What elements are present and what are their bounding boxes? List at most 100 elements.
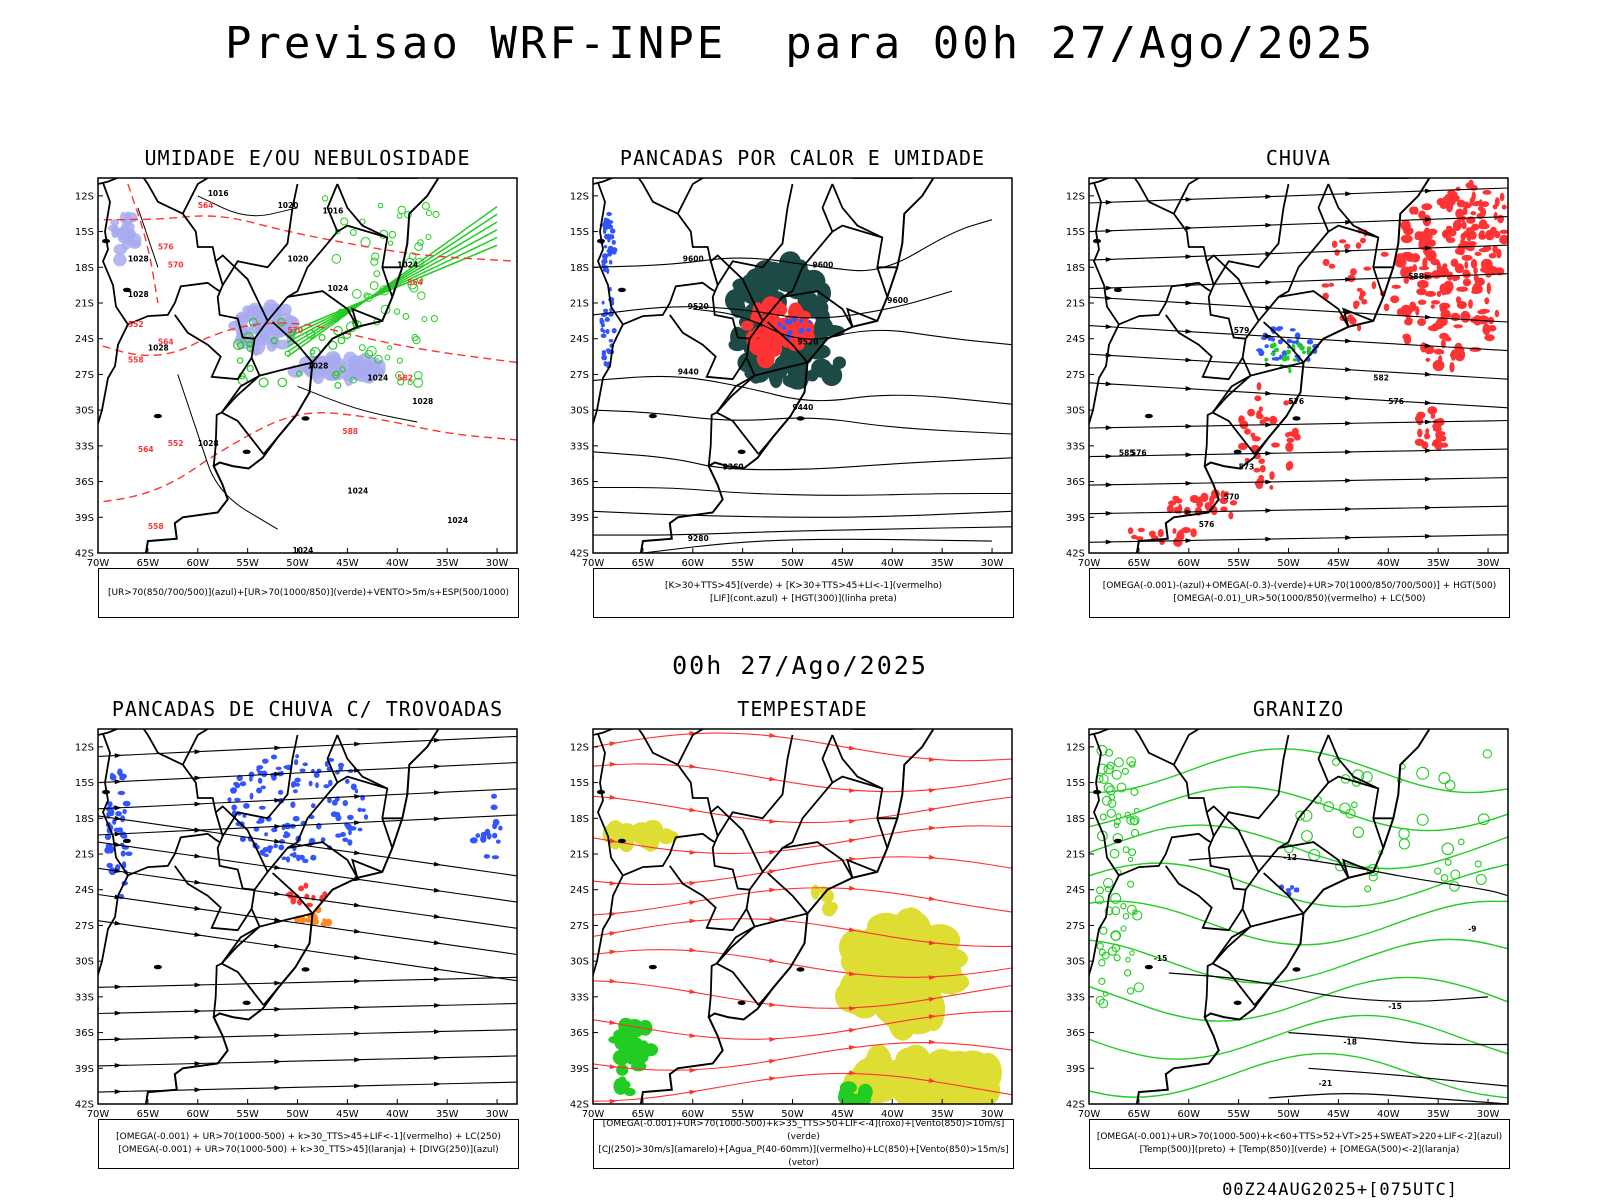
- divergence-contour: [267, 846, 272, 854]
- temperature-850-contour: [1098, 977, 1106, 985]
- lake-shape: [617, 838, 626, 844]
- divergence-contour: [483, 854, 490, 859]
- lon-tick-label: 35W: [436, 1109, 459, 1120]
- temperature-850-contour: [1099, 926, 1108, 935]
- temperature-850-contour: [1331, 758, 1341, 767]
- lake-shape: [153, 964, 162, 970]
- temperature-850-contour: [1098, 958, 1106, 967]
- state-border: [1250, 361, 1304, 377]
- lifted-index-contour: [787, 329, 793, 336]
- divergence-contour: [125, 851, 133, 857]
- state-border: [1250, 912, 1304, 928]
- lat-tick-label: 33S: [570, 441, 589, 452]
- temperature-850-contour: [1104, 886, 1111, 893]
- divergence-contour: [308, 780, 313, 787]
- state-border: [287, 841, 359, 879]
- rain-area: [1470, 211, 1477, 216]
- lat-tick-label: 18S: [75, 263, 94, 274]
- divergence-contour: [230, 787, 237, 794]
- rain-area: [1460, 310, 1471, 323]
- rain-area: [1400, 234, 1413, 244]
- rain-area: [1244, 428, 1251, 435]
- lifted-index-contour: [604, 317, 610, 322]
- state-border: [1093, 182, 1212, 326]
- lake-shape: [301, 967, 310, 972]
- streamline-arrowhead: [274, 1059, 282, 1065]
- temperature-850-contour: [1132, 909, 1138, 915]
- temperature-850-contour: [1113, 818, 1121, 826]
- rain-area: [1127, 527, 1134, 535]
- low-level-humidity-contour: [395, 371, 405, 380]
- divergence-contour: [273, 843, 278, 849]
- lon-tick-label: 40W: [1377, 1109, 1400, 1120]
- temperature-850-contour: [1438, 772, 1451, 785]
- rain-area: [1453, 225, 1458, 232]
- coastlines-umidade: [98, 178, 440, 553]
- lon-tick-label: 55W: [1227, 1109, 1250, 1120]
- rain-area: [1415, 306, 1420, 316]
- divergence-contour: [315, 782, 319, 789]
- streamline-arrowhead: [114, 984, 122, 990]
- state-border: [262, 966, 297, 1006]
- lat-tick-label: 12S: [75, 742, 94, 753]
- lifted-index-contour: [609, 228, 616, 234]
- rain-area: [1168, 500, 1177, 506]
- rain-area: [1493, 211, 1498, 221]
- rain-area: [1418, 210, 1426, 220]
- rain-area: [1492, 204, 1498, 210]
- legend-box-pancadas-calor: [K>30+TTS>45](verde) + [K>30+TTS>45+LI<-…: [593, 568, 1014, 618]
- streamline-arrowhead: [1185, 386, 1193, 391]
- rain-area: [1466, 243, 1475, 252]
- rain-area: [1482, 190, 1492, 195]
- humidity-high-level-area: [362, 364, 382, 378]
- rain-area: [1478, 219, 1488, 230]
- low-level-humidity-contour: [402, 313, 410, 320]
- lon-tick-label: 45W: [336, 558, 359, 569]
- temperature-850-contour: [1106, 761, 1115, 770]
- rain-area: [1263, 416, 1270, 422]
- divergence-contour: [117, 790, 126, 796]
- streamline-arrowhead: [1424, 217, 1433, 222]
- streamline-850-arrowhead: [848, 745, 857, 751]
- divergence-contour: [119, 776, 126, 781]
- state-border: [215, 805, 269, 873]
- streamline-arrowhead: [274, 838, 282, 844]
- rain-area: [1453, 324, 1463, 329]
- divergence-contour: [328, 779, 333, 787]
- low-level-humidity-contour: [397, 205, 406, 215]
- contour-label: 588: [1408, 272, 1424, 281]
- divergence-contour: [271, 827, 278, 833]
- temperature-850-contour: [1475, 873, 1487, 885]
- low-level-humidity-contour: [350, 376, 357, 384]
- lake-shape: [1113, 838, 1122, 844]
- rain-area: [1438, 361, 1444, 366]
- streamline-arrowhead: [1185, 481, 1193, 486]
- rain-area: [1417, 279, 1429, 289]
- streamline-arrowhead: [1424, 400, 1433, 406]
- lat-tick-label: 36S: [570, 477, 589, 488]
- severe-instability-area: [740, 320, 754, 331]
- streamline-arrowhead: [194, 982, 202, 988]
- rain-area: [1482, 245, 1492, 252]
- streamline-850-arrowhead: [609, 741, 617, 747]
- rain-area: [1427, 230, 1432, 241]
- streamline-arrowhead: [433, 976, 442, 982]
- contour-label: 1020: [288, 254, 309, 263]
- lon-tick-label: 60W: [186, 1109, 209, 1120]
- lifted-index-contour: [602, 223, 609, 231]
- legend-line: [UR>70(850/700/500)](azul)+[UR>70(1000/8…: [107, 587, 510, 598]
- streamline-arrowhead: [433, 1029, 442, 1035]
- omega-area: [1289, 328, 1296, 332]
- lake-shape: [1092, 238, 1101, 244]
- state-border: [1262, 872, 1305, 915]
- lat-tick-label: 39S: [1066, 513, 1085, 524]
- streamline-850-arrowhead: [928, 896, 937, 901]
- streamline-850-arrowhead: [609, 761, 617, 767]
- low-level-humidity-contour: [430, 315, 438, 323]
- lon-tick-label: 55W: [1227, 558, 1250, 569]
- contour-label: 564: [158, 338, 174, 347]
- instability-area: [777, 279, 798, 292]
- panel-title-granizo: GRANIZO: [1252, 697, 1345, 721]
